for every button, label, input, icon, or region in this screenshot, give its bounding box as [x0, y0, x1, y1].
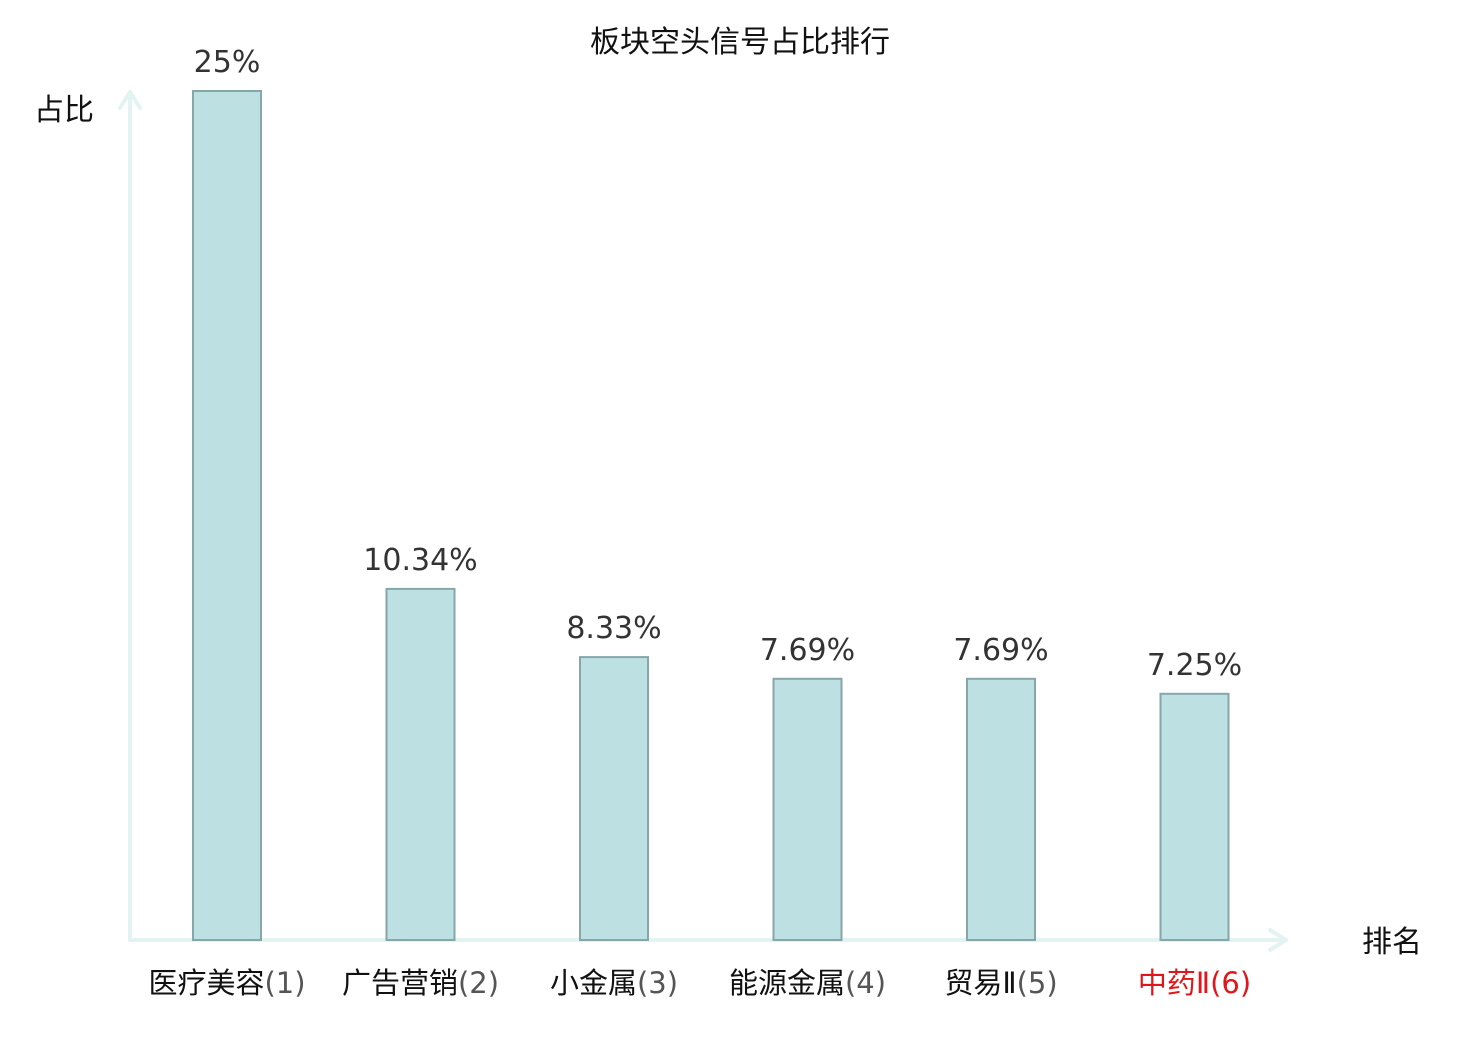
- bar-6: [1159, 692, 1230, 941]
- category-label-5: 贸易Ⅱ(5): [944, 966, 1057, 1000]
- category-rank: (3): [637, 966, 678, 1000]
- chart-title: 板块空头信号占比排行: [590, 25, 890, 60]
- value-labels: 25% 10.34% 8.33% 7.69% 7.69% 7.25%: [194, 45, 1243, 683]
- category-rank: (1): [264, 966, 305, 1000]
- value-label-3: 8.33%: [566, 611, 661, 646]
- category-name: 能源金属: [729, 966, 845, 1000]
- bar-4: [772, 677, 843, 941]
- y-axis-arrowhead: [118, 90, 142, 110]
- category-label-3: 小金属(3): [550, 966, 678, 1000]
- category-name: 广告营销: [342, 966, 458, 1000]
- value-label-2: 10.34%: [363, 543, 477, 578]
- category-rank: (4): [845, 966, 886, 1000]
- category-label-2: 广告营销(2): [342, 966, 499, 1000]
- category-label-4: 能源金属(4): [729, 966, 886, 1000]
- x-axis-label: 排名: [1362, 925, 1422, 960]
- category-label-6: 中药Ⅱ(6): [1138, 966, 1251, 1000]
- bar-1: [192, 90, 262, 941]
- category-rank: (5): [1017, 966, 1058, 1000]
- value-label-1: 25%: [194, 45, 261, 80]
- value-label-5: 7.69%: [953, 633, 1048, 668]
- value-label-6: 7.25%: [1147, 648, 1242, 683]
- bar-2: [385, 587, 456, 942]
- y-axis-label: 占比: [34, 93, 94, 128]
- category-name: 中药Ⅱ: [1138, 966, 1210, 1000]
- axes: [118, 90, 1288, 952]
- category-label-1: 医疗美容(1): [148, 966, 305, 1000]
- category-name: 小金属: [550, 966, 637, 1000]
- category-labels: 医疗美容(1) 广告营销(2) 小金属(3) 能源金属(4) 贸易Ⅱ(5) 中药Ⅱ(6): [148, 966, 1251, 1000]
- bar-3: [579, 656, 649, 941]
- bar-5: [966, 677, 1036, 941]
- category-name: 贸易Ⅱ: [944, 966, 1016, 1000]
- category-rank: (2): [458, 966, 499, 1000]
- bars: [192, 90, 1230, 942]
- value-label-4: 7.69%: [760, 633, 855, 668]
- category-rank: (6): [1210, 966, 1251, 1000]
- x-axis-arrowhead: [1268, 928, 1288, 952]
- category-name: 医疗美容: [148, 966, 264, 1000]
